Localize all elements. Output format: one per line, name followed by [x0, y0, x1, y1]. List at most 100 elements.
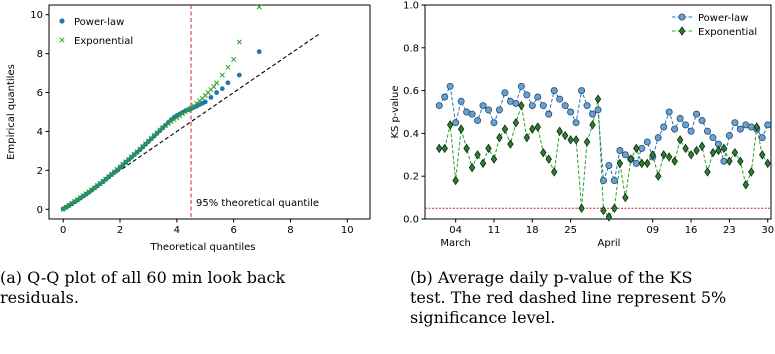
- legend-powerlaw-label: Power-law: [698, 13, 748, 24]
- exponential-point: [225, 64, 231, 70]
- exponential-point: [512, 117, 520, 128]
- exponential-point: [60, 206, 66, 212]
- ks-x-tick-label: 16: [685, 225, 698, 236]
- exponential-point: [753, 122, 760, 132]
- qq-y-tick-label: 2: [37, 166, 43, 177]
- qq-x-ticks: 0 2 4 6 8 10: [60, 219, 354, 236]
- caption-a: (a) Q-Q plot of all 60 min look back res…: [0, 268, 372, 308]
- powerlaw-point: [567, 108, 575, 116]
- exponential-point: [86, 189, 92, 195]
- exponential-point: [496, 132, 503, 143]
- exponential-point: [185, 107, 191, 113]
- exponential-point: [77, 195, 83, 201]
- powerlaw-point: [236, 72, 242, 78]
- ks-x-tick-label: 23: [723, 225, 736, 236]
- ks-x-tick-label: 09: [646, 225, 659, 236]
- exponential-point: [671, 156, 678, 166]
- exponential-point: [665, 152, 673, 162]
- exponential-point: [726, 156, 733, 166]
- ks-y-tick-label: 1.0: [403, 1, 419, 12]
- exponential-point: [633, 143, 640, 154]
- powerlaw-point: [512, 99, 520, 107]
- exponential-point: [446, 120, 454, 130]
- exponential-point: [177, 113, 183, 119]
- powerlaw-point: [665, 108, 673, 116]
- exponential-point: [720, 143, 728, 154]
- powerlaw-point: [616, 147, 624, 155]
- powerlaw-point: [490, 119, 498, 127]
- powerlaw-point: [589, 110, 597, 118]
- ks-x-tick-label: 30: [761, 225, 774, 236]
- exponential-point: [529, 124, 536, 134]
- powerlaw-point: [517, 82, 525, 90]
- powerlaw-point: [479, 102, 487, 110]
- exponential-point: [578, 203, 585, 214]
- exponential-point: [605, 212, 613, 222]
- exponential-point: [583, 137, 591, 147]
- ks-series: [435, 82, 772, 222]
- exponential-point: [572, 135, 580, 145]
- exponential-point: [594, 94, 602, 104]
- powerlaw-point: [758, 134, 766, 142]
- exponential-point: [74, 196, 80, 203]
- exponential-point: [627, 154, 635, 164]
- legend-exponential-label: Exponential: [74, 36, 133, 47]
- powerlaw-point: [534, 93, 542, 101]
- exponential-point: [748, 167, 755, 177]
- exponential-point: [545, 154, 552, 164]
- exponential-point: [523, 132, 531, 143]
- powerlaw-point: [468, 110, 476, 118]
- caption-b-line3: significance level.: [410, 308, 556, 327]
- powerlaw-point: [654, 134, 662, 142]
- ks-x-ticks: 04 11 18 25 09 16 23 30 March April: [440, 219, 774, 249]
- powerlaw-point: [446, 82, 454, 90]
- ks-y-tick-label: 0.4: [403, 129, 419, 140]
- caption-b-line1: (b) Average daily p-value of the KS: [410, 268, 693, 287]
- powerlaw-point: [709, 134, 717, 142]
- exponential-point: [179, 111, 186, 117]
- powerlaw-point: [643, 138, 651, 146]
- exponential-point: [162, 123, 169, 129]
- powerlaw-point: [435, 102, 443, 110]
- qq-y-tick-label: 8: [37, 49, 43, 60]
- exponential-point: [165, 121, 171, 127]
- qq-x-tick-label: 6: [230, 225, 236, 236]
- powerlaw-point: [572, 119, 580, 127]
- exponential-point: [693, 145, 700, 156]
- caption-a-line1: (a) Q-Q plot of all 60 min look back: [0, 268, 286, 287]
- qq-y-axis-label: Empirical quantiles: [6, 64, 17, 160]
- exponential-point: [468, 162, 476, 173]
- ks-x-tick-label: 11: [488, 225, 501, 236]
- exponential-point: [160, 125, 166, 131]
- ks-y-tick-label: 0.2: [403, 172, 419, 183]
- exponential-point: [676, 135, 684, 145]
- powerlaw-point: [485, 106, 493, 114]
- powerlaw-point: [561, 102, 569, 110]
- exponential-point: [600, 205, 607, 216]
- powerlaw-point: [698, 117, 706, 125]
- powerlaw-point: [225, 80, 231, 86]
- legend-exponential-marker: [59, 37, 65, 43]
- ks-x-tick-label: 18: [526, 225, 539, 236]
- powerlaw-point: [578, 87, 586, 95]
- powerlaw-point: [621, 151, 629, 159]
- exponential-point: [649, 150, 656, 160]
- powerlaw-point: [638, 144, 646, 152]
- powerlaw-point: [495, 106, 503, 114]
- exponential-point: [457, 124, 465, 134]
- qq-95-quantile-annotation: 95% theoretical quantile: [196, 198, 319, 209]
- ks-legend: Power-law Exponential: [672, 13, 757, 38]
- powerlaw-point: [736, 125, 744, 133]
- powerlaw-point: [693, 110, 701, 118]
- exponential-point: [452, 175, 459, 186]
- legend-powerlaw-marker: [59, 18, 65, 24]
- exponential-point: [72, 198, 78, 205]
- legend-powerlaw-label: Power-law: [74, 17, 124, 28]
- exponential-point: [561, 130, 569, 141]
- exponential-point: [622, 192, 629, 203]
- legend-exponential-marker: [678, 26, 686, 36]
- exponential-point: [83, 191, 89, 197]
- qq-x-tick-label: 2: [117, 225, 123, 236]
- exponential-point: [171, 117, 177, 123]
